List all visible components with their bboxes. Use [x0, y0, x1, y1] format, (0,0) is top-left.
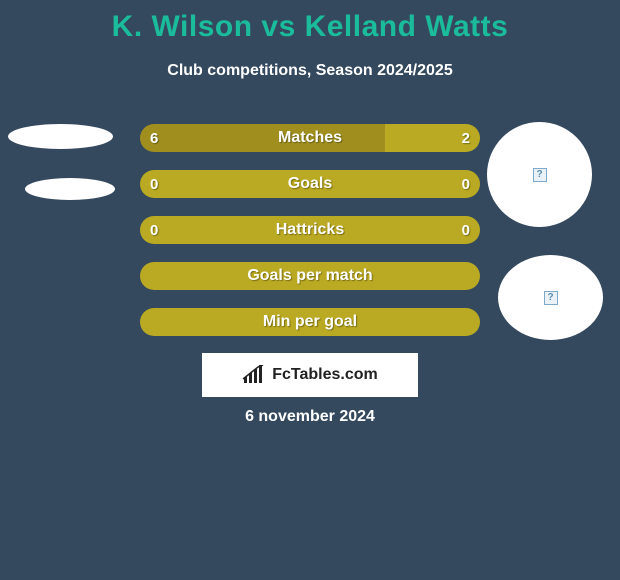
stat-bar-right	[310, 170, 480, 198]
stat-row-matches: 6 Matches 2	[140, 124, 480, 152]
stat-row-min-per-goal: Min per goal	[140, 308, 480, 336]
stat-bar-left	[140, 170, 310, 198]
comparison-chart: ? ? 6 Matches 2 0 Goals 0 0 Hattricks 0	[0, 120, 620, 380]
image-placeholder-icon: ?	[533, 168, 547, 182]
stat-bar-right	[385, 124, 480, 152]
player-right-badge-2: ?	[498, 255, 603, 340]
date-label: 6 november 2024	[0, 408, 620, 426]
watermark: FcTables.com	[202, 353, 418, 397]
stat-row-hattricks: 0 Hattricks 0	[140, 216, 480, 244]
stat-row-goals-per-match: Goals per match	[140, 262, 480, 290]
page-title: K. Wilson vs Kelland Watts	[0, 0, 620, 44]
stat-bars: 6 Matches 2 0 Goals 0 0 Hattricks 0 Goal…	[140, 124, 480, 354]
stat-bar-left	[140, 308, 480, 336]
player-left-silhouette-2	[25, 178, 115, 200]
stat-bar-right	[310, 216, 480, 244]
player-right-badge-1: ?	[487, 122, 592, 227]
stat-bar-left	[140, 216, 310, 244]
stat-bar-left	[140, 262, 480, 290]
stat-row-goals: 0 Goals 0	[140, 170, 480, 198]
player-left-silhouette-1	[8, 124, 113, 149]
watermark-text: FcTables.com	[272, 366, 378, 384]
bar-chart-icon	[242, 365, 268, 385]
image-placeholder-icon: ?	[544, 291, 558, 305]
stat-bar-left	[140, 124, 385, 152]
subtitle: Club competitions, Season 2024/2025	[0, 62, 620, 80]
